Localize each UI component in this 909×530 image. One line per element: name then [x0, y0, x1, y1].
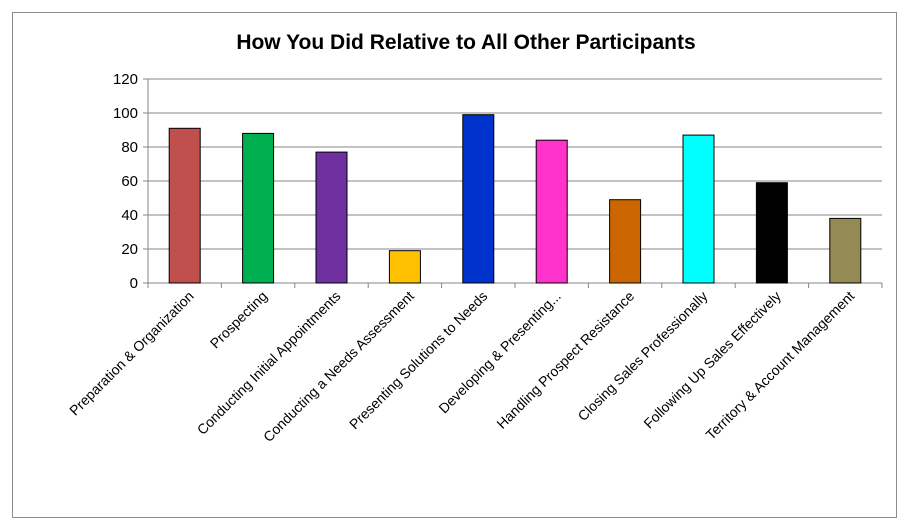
y-tick-label: 120 [113, 71, 138, 88]
bar [682, 134, 715, 284]
x-tick-label: Conducting a Needs Assessment [260, 288, 417, 445]
x-tick-label: Territory & Account Management [702, 288, 857, 443]
bar [829, 217, 862, 284]
bars [168, 114, 862, 284]
bar [168, 127, 201, 284]
x-tick-label: Handling Prospect Resistance [493, 288, 637, 432]
y-tick-label: 60 [121, 173, 138, 190]
x-tick-label: Prospecting [207, 288, 271, 352]
x-tick-label: Preparation & Organization [66, 288, 197, 419]
bar [242, 132, 275, 284]
y-tick-label: 20 [121, 241, 138, 258]
y-tick-label: 100 [113, 105, 138, 122]
bar [315, 151, 348, 284]
bar [462, 114, 495, 284]
bar [388, 250, 421, 284]
x-tick-label: Closing Sales Professionally [574, 288, 710, 424]
bar [755, 182, 788, 284]
y-tick-label: 40 [121, 207, 138, 224]
bar [535, 139, 568, 284]
bar [609, 199, 642, 284]
chart-frame: How You Did Relative to All Other Partic… [12, 12, 897, 518]
x-tick-label: Following Up Sales Effectively [640, 288, 784, 432]
chart-title: How You Did Relative to All Other Partic… [236, 31, 695, 54]
x-tick-label: Conducting Initial Appointments [194, 288, 344, 438]
x-tick-label: Presenting Solutions to Needs [346, 288, 490, 432]
x-tick-label: Developing & Presenting... [435, 288, 564, 417]
category-labels: Preparation & Organization ProspectingCon… [66, 288, 857, 445]
y-tick-label: 0 [130, 275, 138, 292]
y-tick-label: 80 [121, 139, 138, 156]
bar-chart: How You Did Relative to All Other Partic… [66, 31, 883, 445]
